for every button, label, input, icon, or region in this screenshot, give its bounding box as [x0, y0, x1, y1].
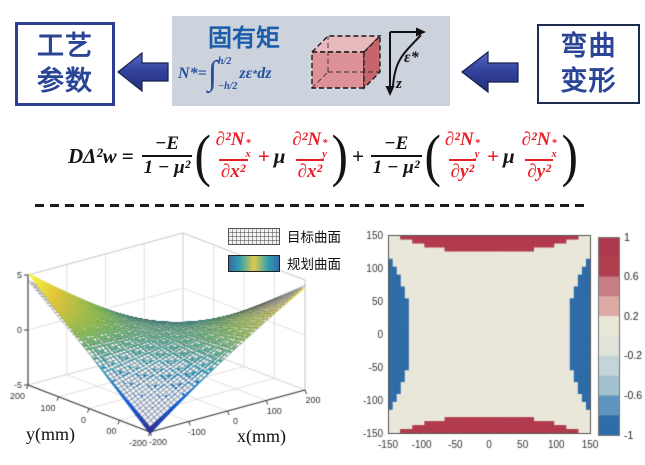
process-parameters-line2: 参数 — [37, 66, 93, 96]
integral-lower: −h/2 — [218, 81, 238, 92]
eq-plus-red-1: + — [257, 143, 270, 168]
legend-item-planned: 规划曲面 — [228, 253, 341, 273]
strain-profile-icon — [385, 27, 426, 96]
epsilon-star-label: ε* — [404, 49, 420, 66]
legend-item-target: 目标曲面 — [228, 226, 341, 246]
cube-strain-icon: ε* z — [310, 27, 426, 96]
rparen-2: ) — [561, 122, 578, 188]
eq-coef-frac-1: −E 1 − μ² — [141, 133, 193, 178]
arrow-left-icon — [117, 51, 169, 93]
lparen-1: ( — [194, 122, 212, 188]
x-axis-label: x(mm) — [237, 426, 286, 446]
integral-sign: ∫ — [207, 55, 218, 92]
integral-upper: h/2 — [218, 56, 232, 67]
formula-n: N — [178, 65, 190, 82]
inherent-moment-box: 固有矩 N *= ∫ h/2 −h/2 zε * dz — [172, 16, 450, 106]
surface-legend: 目标曲面 规划曲面 — [228, 226, 341, 273]
inherent-moment-title: 固有矩 — [208, 25, 280, 52]
process-parameters-line1: 工艺 — [37, 30, 93, 61]
eq-plus-red-2: + — [486, 143, 499, 168]
formula-star-eq: *= — [189, 65, 207, 82]
integrand-dz: dz — [257, 65, 272, 82]
bending-line1: 弯曲 — [560, 30, 617, 61]
bending-line2: 变形 — [560, 66, 617, 96]
inherent-moment-formula: N *= ∫ h/2 −h/2 zε * dz — [178, 56, 271, 92]
eq-equals: = — [121, 143, 134, 168]
integrand: zε — [239, 65, 253, 82]
legend-label-planned: 规划曲面 — [287, 257, 341, 272]
surface-plot-panel: 目标曲面 规划曲面 y(mm) x(mm) — [0, 212, 345, 465]
eq-plus-mid: + — [351, 143, 364, 168]
heatmap-canvas — [345, 212, 645, 465]
eq-term-2: ∂²N * y ∂x² — [292, 129, 328, 183]
y-axis-label: y(mm) — [26, 424, 75, 444]
governing-equation: DΔ²w = −E 1 − μ² ( ∂²N * x ∂x² + μ ∂²N * y ∂… — [0, 110, 645, 202]
bending-deformation-box: 弯曲 变形 — [537, 24, 640, 104]
eq-mu-1: μ — [273, 143, 286, 168]
surface-plot-canvas — [0, 212, 345, 465]
z-axis-arrow-label: z — [395, 76, 402, 92]
eq-term-1: ∂²N * x ∂x² — [215, 129, 251, 183]
process-parameters-box: 工艺 参数 — [15, 22, 115, 106]
rparen-1: ) — [331, 122, 349, 188]
lparen-2: ( — [424, 122, 441, 188]
planned-swatch-icon — [228, 254, 280, 272]
eq-mu-2: μ — [502, 143, 515, 168]
cube-icon — [310, 34, 382, 90]
eq-lhs: DΔ²w — [67, 143, 117, 168]
eq-term-3: ∂²N * y ∂y² — [444, 129, 480, 183]
legend-label-target: 目标曲面 — [287, 230, 341, 245]
eq-term-4: ∂²N * x ∂y² — [521, 129, 557, 183]
heatmap-panel — [345, 212, 645, 465]
dashed-divider — [35, 204, 587, 207]
target-swatch-icon — [228, 227, 280, 245]
eq-coef-frac-2: −E 1 − μ² — [370, 133, 422, 178]
arrow-left-icon-2 — [461, 50, 519, 94]
integral-limits: h/2 −h/2 — [218, 56, 237, 92]
integrand-sup: * — [252, 68, 258, 80]
